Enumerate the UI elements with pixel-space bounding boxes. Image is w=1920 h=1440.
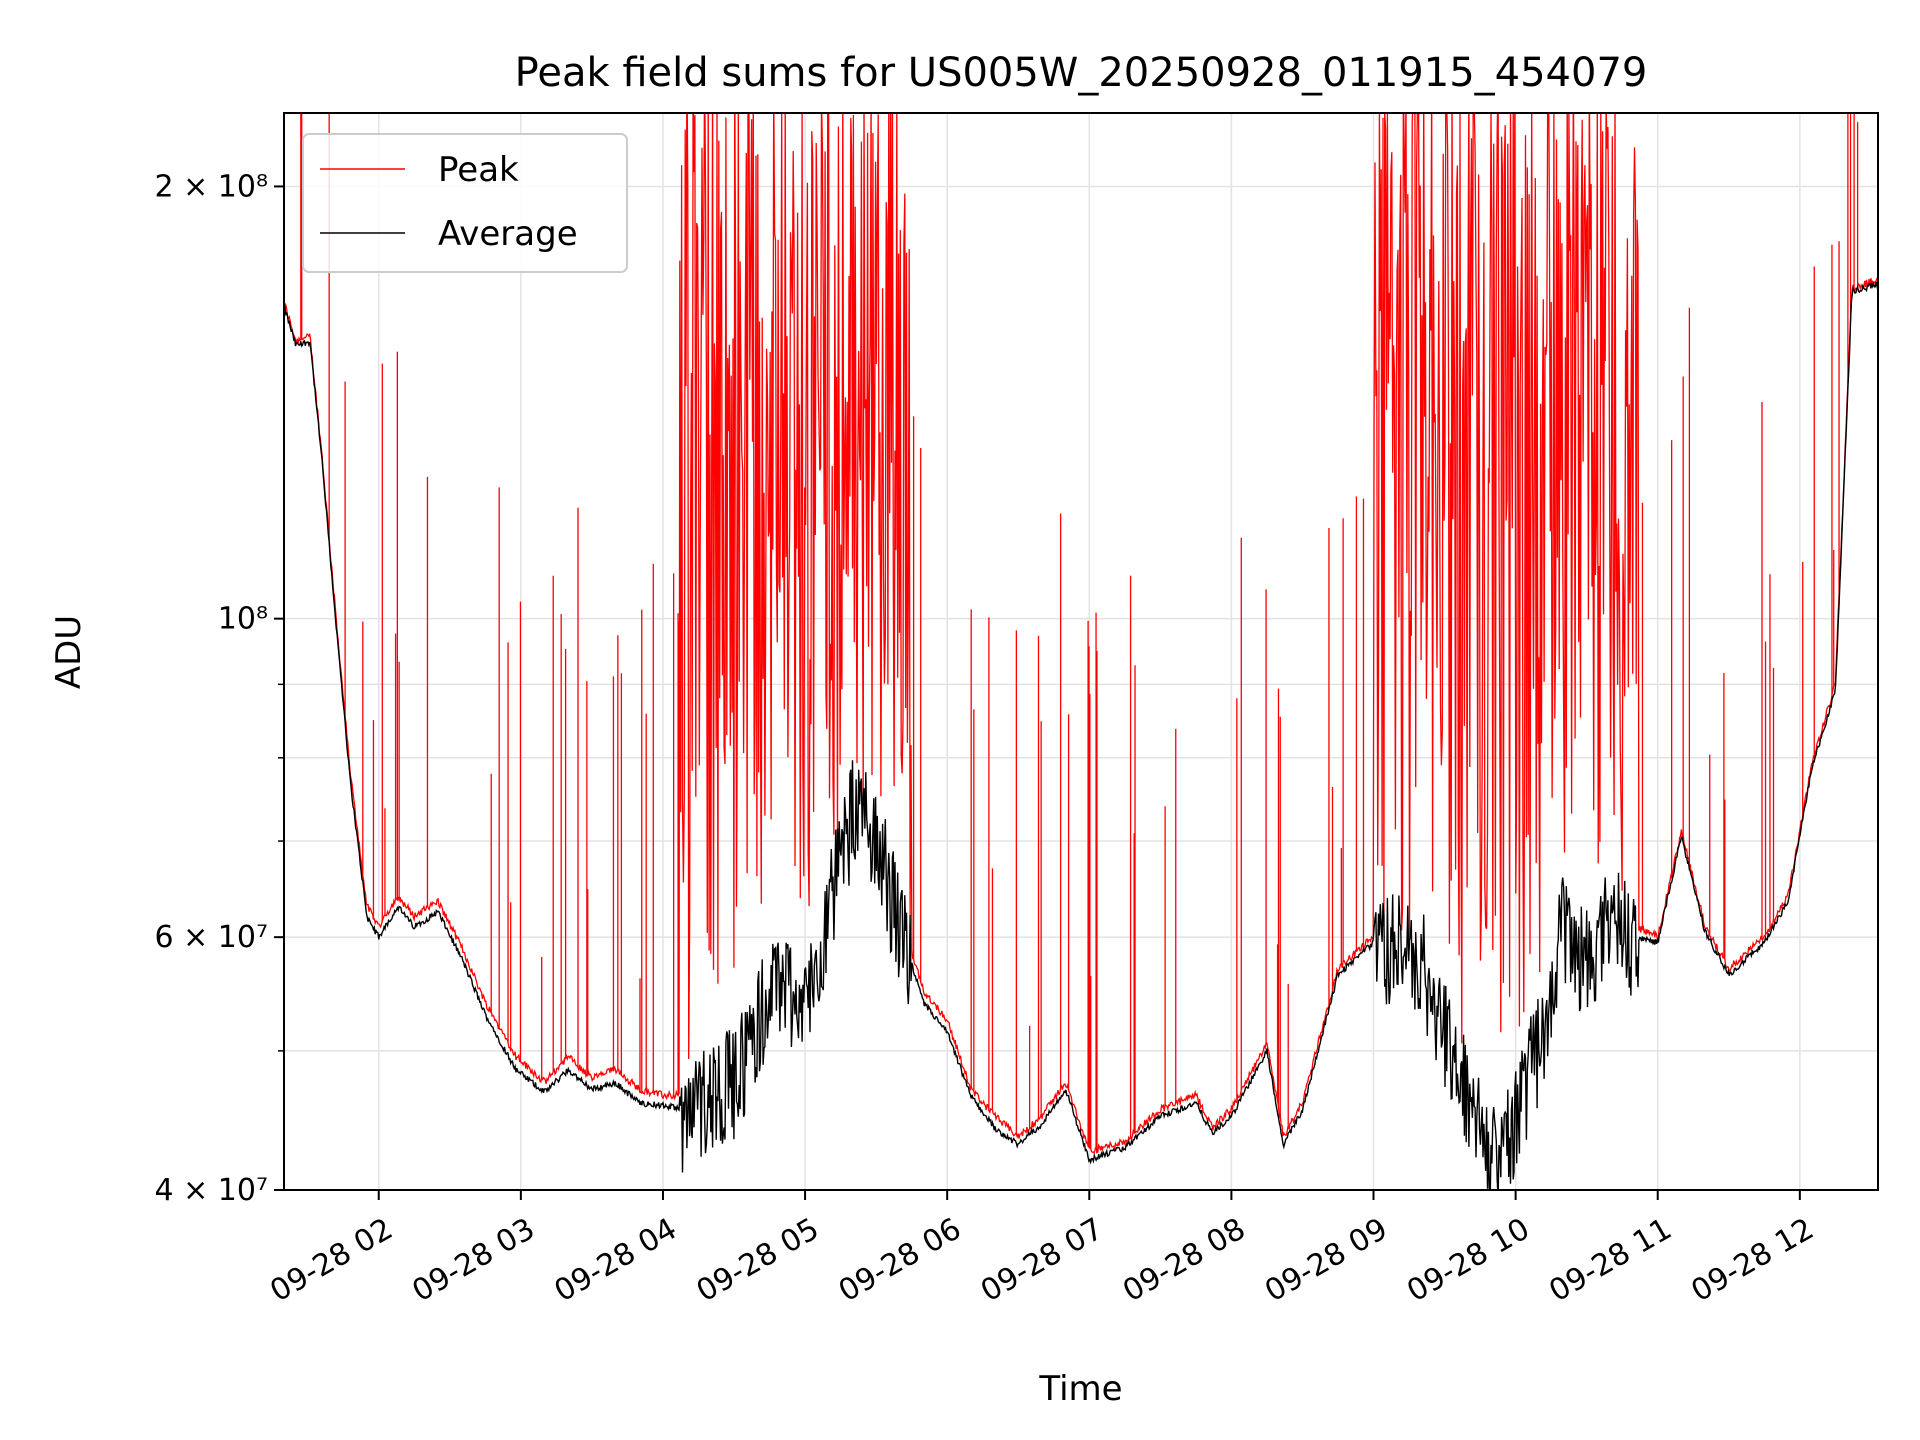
- plot-frame: [283, 112, 1879, 1191]
- legend-label-peak: Peak: [438, 150, 519, 190]
- series-peak: [284, 113, 1878, 1155]
- series-peak-line: [284, 113, 1878, 1155]
- y-axis: 4 × 10⁷ 6 × 10⁷ 10⁸ 2 × 10⁸: [155, 169, 284, 1208]
- y-tick-label: 4 × 10⁷: [155, 1173, 269, 1208]
- legend-label-average: Average: [438, 214, 578, 254]
- y-tick-label: 6 × 10⁷: [155, 920, 269, 955]
- grid-lines: [284, 113, 1878, 1191]
- series-average: [284, 281, 1878, 1190]
- series-average-line: [284, 281, 1878, 1190]
- chart-title: Peak field sums for US005W_20250928_0119…: [515, 50, 1648, 96]
- y-tick-label: 10⁸: [218, 602, 268, 637]
- x-axis-label: Time: [1038, 1369, 1122, 1409]
- y-tick-label: 2 × 10⁸: [155, 169, 269, 204]
- legend: Peak Average: [302, 133, 628, 273]
- y-axis-label: ADU: [49, 615, 89, 689]
